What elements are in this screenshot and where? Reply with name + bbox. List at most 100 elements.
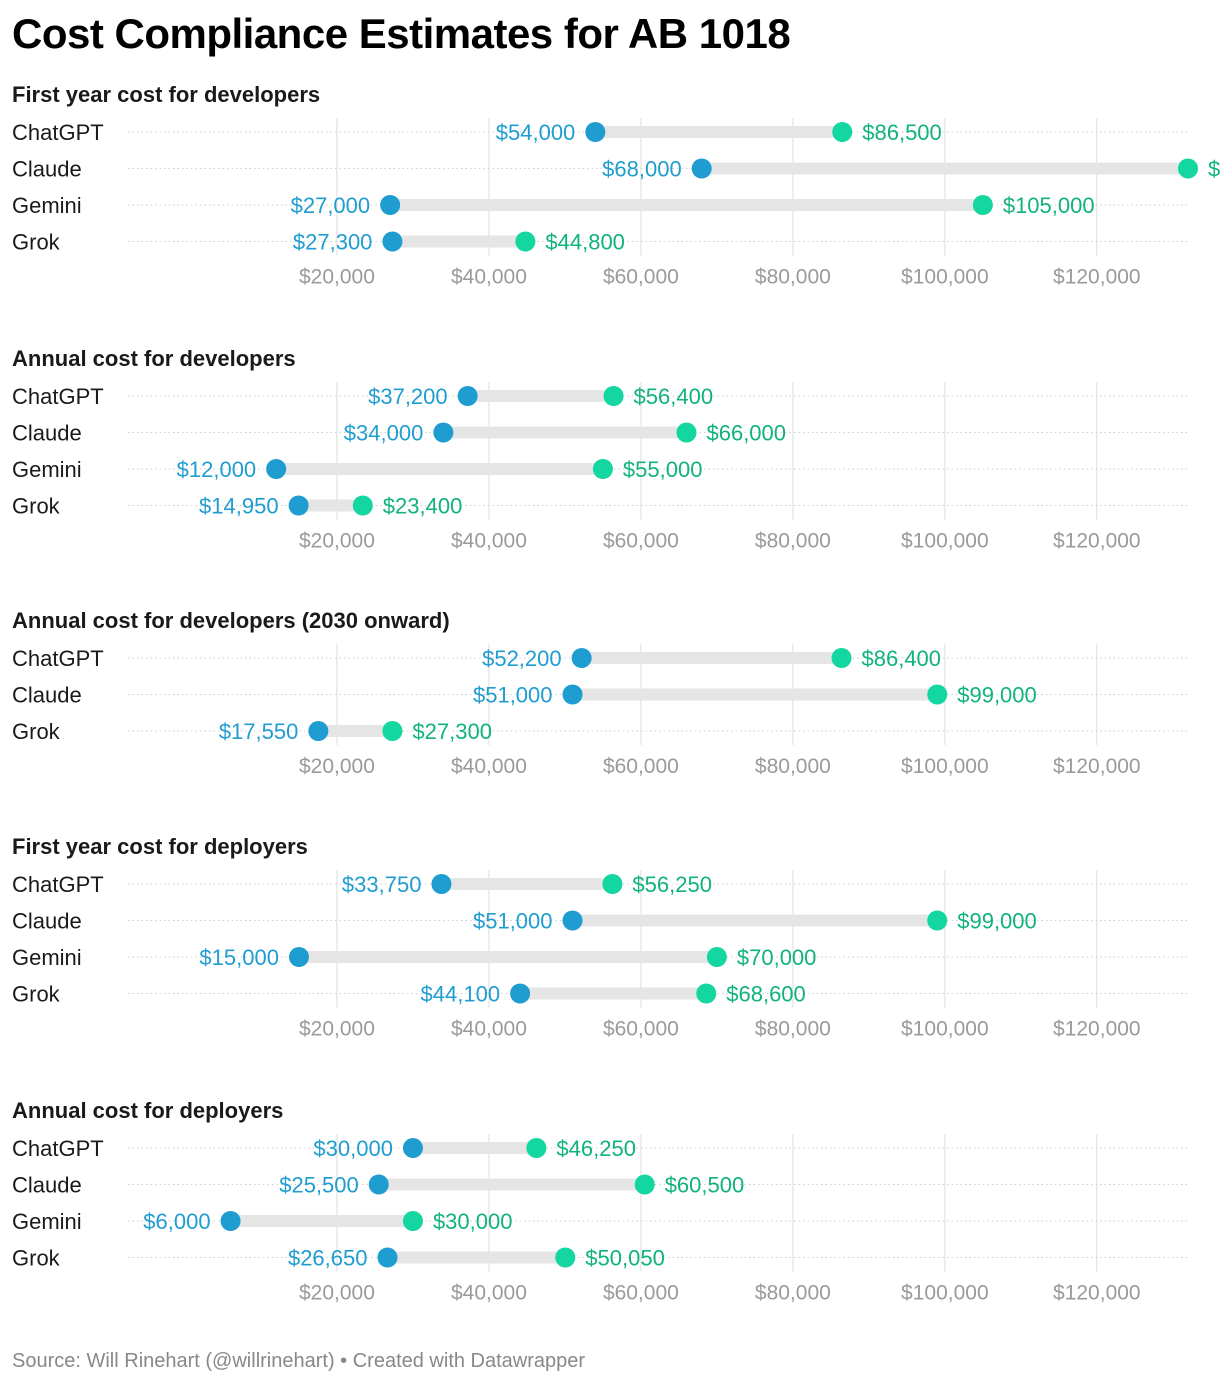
high-dot <box>927 684 948 705</box>
x-tick-label: $120,000 <box>1053 1018 1141 1041</box>
row-gemini: Gemini $12,000 $55,000 <box>12 457 1188 482</box>
low-value-label: $51,000 <box>473 909 553 934</box>
high-dot <box>526 1138 547 1158</box>
x-tick-label: $60,000 <box>603 1018 679 1041</box>
low-value-label: $30,000 <box>313 1136 393 1161</box>
high-dot <box>602 874 623 894</box>
x-tick-label: $60,000 <box>603 755 679 778</box>
low-value-label: $27,000 <box>291 193 371 218</box>
high-dot <box>1178 158 1198 179</box>
chart-panel-2: Annual cost for developers $20,000 $40,000… <box>12 346 1188 553</box>
row-label: Gemini <box>12 193 82 218</box>
low-value-label: $6,000 <box>143 1209 210 1234</box>
high-dot <box>402 1211 423 1231</box>
high-value-label: $105,000 <box>1003 193 1095 218</box>
x-tick-label: $100,000 <box>901 266 989 289</box>
x-tick-label: $20,000 <box>299 1282 375 1305</box>
low-dot <box>382 231 403 252</box>
row-chatgpt: ChatGPT $52,200 $86,400 <box>12 646 1188 671</box>
chart-panel-4: First year cost for deployers $20,000 $40,… <box>12 834 1188 1041</box>
row-label: ChatGPT <box>12 872 104 897</box>
low-value-label: $26,650 <box>288 1246 368 1271</box>
high-value-label: $23,400 <box>383 494 463 519</box>
row-chatgpt: ChatGPT $37,200 $56,400 <box>12 384 1188 409</box>
row-gemini: Gemini $15,000 $70,000 <box>12 945 1188 970</box>
row-label: Gemini <box>12 945 82 970</box>
high-value-label: $55,000 <box>623 457 703 482</box>
x-tick-label: $60,000 <box>603 266 679 289</box>
row-grok: Grok $26,650 $50,050 <box>12 1246 1188 1271</box>
x-tick-label: $80,000 <box>755 530 831 553</box>
row-label: Claude <box>12 909 82 934</box>
high-dot <box>676 422 697 443</box>
chart-panel-5: Annual cost for deployers $20,000 $40,000 $… <box>12 1098 1188 1305</box>
low-dot <box>562 910 583 931</box>
row-chatgpt: ChatGPT $54,000 $86,500 <box>12 120 1188 145</box>
row-grok: Grok $17,550 $27,300 <box>12 719 1188 744</box>
x-tick-label: $100,000 <box>901 755 989 778</box>
low-value-label: $27,300 <box>293 230 373 255</box>
low-value-label: $25,500 <box>279 1173 359 1198</box>
high-value-label: $27,300 <box>412 719 492 744</box>
high-value-label: $44,800 <box>545 230 625 255</box>
row-gemini: Gemini $6,000 $30,000 <box>12 1209 1188 1234</box>
x-tick-label: $100,000 <box>901 1018 989 1041</box>
low-dot <box>220 1211 241 1231</box>
row-label: Claude <box>12 157 82 182</box>
low-dot <box>585 122 606 142</box>
chart-panel-3: Annual cost for developers (2030 onward)… <box>12 608 1188 778</box>
row-grok: Grok $44,100 $68,600 <box>12 982 1188 1007</box>
high-dot <box>592 459 613 479</box>
high-dot <box>832 122 853 142</box>
row-label: Grok <box>12 982 61 1007</box>
low-value-label: $34,000 <box>344 421 424 446</box>
high-value-label: $56,250 <box>632 872 712 897</box>
page-title: Cost Compliance Estimates for AB 1018 <box>12 10 791 57</box>
high-dot <box>555 1247 576 1268</box>
high-value-label: $66,000 <box>706 421 786 446</box>
row-chatgpt: ChatGPT $30,000 $46,250 <box>12 1136 1188 1161</box>
high-value-label: $60,500 <box>665 1173 745 1198</box>
low-dot <box>266 459 287 479</box>
row-label: Claude <box>12 421 82 446</box>
low-dot <box>288 947 309 967</box>
row-label: Grok <box>12 719 61 744</box>
high-value-label: $56,400 <box>634 384 714 409</box>
low-dot <box>380 195 401 215</box>
high-dot <box>972 195 993 215</box>
x-tick-label: $40,000 <box>451 266 527 289</box>
row-label: Claude <box>12 683 82 708</box>
high-dot <box>382 721 403 741</box>
chart-panel-1: First year cost for developers $20,000 $40… <box>12 82 1220 289</box>
x-tick-label: $40,000 <box>451 1282 527 1305</box>
high-value-label: $30,000 <box>433 1209 513 1234</box>
panel-title: Annual cost for developers (2030 onward) <box>12 608 450 633</box>
row-label: ChatGPT <box>12 120 104 145</box>
x-tick-label: $40,000 <box>451 755 527 778</box>
high-value-label: $50,050 <box>585 1246 665 1271</box>
low-value-label: $12,000 <box>177 457 257 482</box>
x-tick-label: $120,000 <box>1053 530 1141 553</box>
low-dot <box>457 386 478 406</box>
row-label: Grok <box>12 494 61 519</box>
low-dot <box>431 874 452 894</box>
row-label: ChatGPT <box>12 1136 104 1161</box>
row-grok: Grok $27,300 $44,800 <box>12 230 1188 255</box>
high-dot <box>634 1174 655 1195</box>
high-value-label: $99,000 <box>957 909 1037 934</box>
row-label: ChatGPT <box>12 384 104 409</box>
low-dot <box>308 721 329 741</box>
panel-title: Annual cost for developers <box>12 346 296 371</box>
panel-title: First year cost for deployers <box>12 834 308 859</box>
low-dot <box>571 648 592 668</box>
x-tick-label: $100,000 <box>901 1282 989 1305</box>
high-value-label: $86,500 <box>862 120 942 145</box>
row-label: Grok <box>12 230 61 255</box>
high-dot <box>603 386 624 406</box>
row-label: Gemini <box>12 457 82 482</box>
low-dot <box>288 495 309 516</box>
x-tick-label: $120,000 <box>1053 1282 1141 1305</box>
high-dot <box>706 947 727 967</box>
row-claude: Claude $51,000 $99,000 <box>12 683 1188 708</box>
low-value-label: $54,000 <box>496 120 576 145</box>
